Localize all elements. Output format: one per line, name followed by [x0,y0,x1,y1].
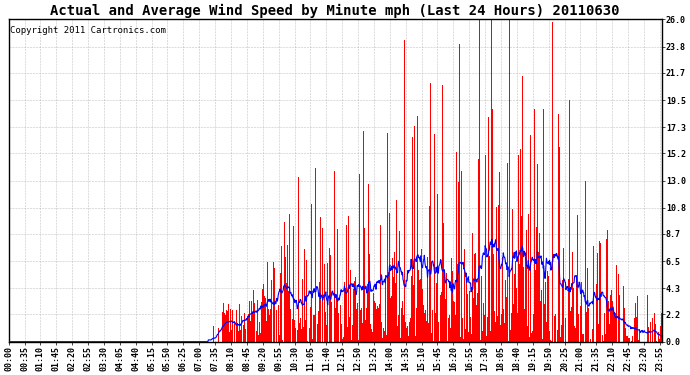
Text: Copyright 2011 Cartronics.com: Copyright 2011 Cartronics.com [10,26,166,35]
Title: Actual and Average Wind Speed by Minute mph (Last 24 Hours) 20110630: Actual and Average Wind Speed by Minute … [50,4,620,18]
